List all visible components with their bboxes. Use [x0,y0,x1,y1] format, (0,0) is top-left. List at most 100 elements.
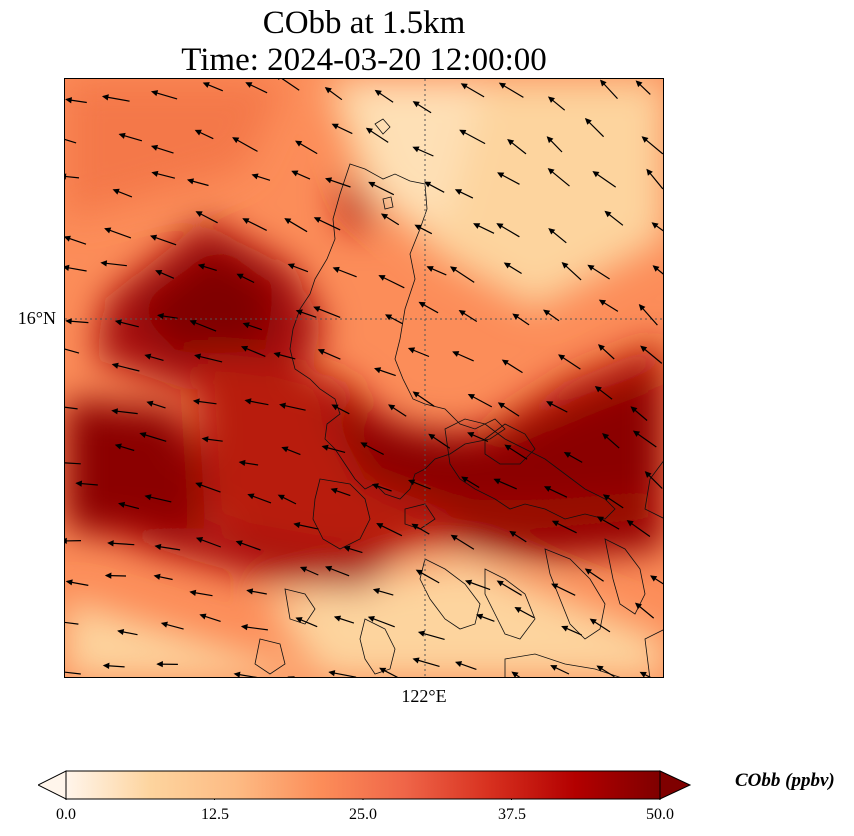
wind-arrow-head [360,442,368,449]
wind-arrow-head [240,624,248,631]
wind-arrow [65,671,81,675]
wind-arrow-head [417,630,426,637]
wind-arrow-head [240,345,249,352]
wind-arrow-head [367,616,375,622]
wind-arrow-head [548,228,556,235]
wind-arrow-head [146,400,154,407]
wind-arrow-head [547,168,555,175]
wind-arrow-head [596,516,604,523]
wind-arrow-head [461,476,469,483]
wind-arrow-head [497,402,506,409]
wind-arrow-head [144,353,152,360]
colorbar-gradient [65,770,661,800]
wind-arrow-head [139,432,147,438]
wind-arrow-head [287,263,295,270]
wind-arrow-head [101,94,109,101]
wind-arrow-head [114,319,122,326]
wind-arrow-head [594,385,602,393]
wind-arrow-head [604,210,612,218]
wind-arrow-head [599,79,607,87]
wind-arrow-head [104,572,112,579]
map-title: CObb at 1.5km [262,5,466,41]
wind-arrow-head [195,211,203,218]
wind-arrow-head [372,588,380,595]
wind-arrow-head [644,471,652,478]
wind-arrow-head [598,299,607,306]
wind-arrow-head [189,320,197,326]
wind-arrow-head [65,173,67,180]
wind-arrow-head [459,129,467,136]
colorbar-tick-label: 12.5 [201,806,229,823]
wind-arrow-head [293,521,301,529]
wind-arrow-head [100,260,108,267]
wind-arrow-head [380,213,389,220]
wind-arrow-head [412,146,420,153]
wind-arrow-head [368,181,376,188]
wind-arrow-head [333,615,342,622]
colorbar-label: CObb (ppbv) [735,770,835,791]
wind-arrow-head [501,359,509,366]
wind-arrow [65,138,77,144]
wind-arrow-head [592,171,600,178]
wind-arrow-head [514,607,522,613]
wind-arrow-head [65,318,72,325]
wind-arrow-head [107,540,114,547]
wind-arrow-head [458,309,466,317]
map-subtitle-time: Time: 2024-03-20 12:00:00 [181,42,547,78]
wind-arrow-head [450,534,458,541]
wind-arrow-head [497,172,505,179]
wind-arrow-head [467,432,475,438]
wind-arrow-head [455,661,463,668]
wind-arrow-head [388,404,396,411]
wind-arrow [288,676,291,677]
wind-arrow-head [589,618,597,625]
wind-arrow-head [418,301,426,308]
wind-arrow-head [374,89,382,97]
wind-arrow-head [412,657,420,664]
wind-arrow-head [509,530,517,538]
wind-arrow-head [371,483,379,490]
wind-arrow-head [561,625,569,632]
wind-arrow-head [279,402,286,409]
wind-arrow-head [194,353,202,360]
wind-arrow-head [496,223,504,230]
wind-arrow-head [496,580,504,587]
wind-arrow-head [512,313,520,320]
wind-arrow-head [473,223,481,229]
wind-arrow-head [195,482,203,489]
wind-arrow-head [365,127,373,134]
wind-arrow-head [635,80,643,88]
wind-arrow-head [75,480,83,487]
wind-arrow [65,462,81,465]
wind-arrow [65,175,80,179]
wind-arrow-head [634,602,642,610]
wind-arrow-head [467,393,475,400]
wind-arrow-head [426,266,434,272]
wind-arrow-head [284,218,292,225]
wind-arrow-head [504,444,512,451]
wind-arrow [65,348,80,354]
wind-arrow-head [273,351,281,358]
wind-arrow-head [331,123,339,130]
wind-arrow-head [313,217,321,223]
wind-arrow-head [281,446,289,453]
wind-vectors [65,79,663,677]
wind-arrow-head [151,170,159,177]
wind-arrow-head [543,309,551,316]
wind-arrow-head [154,543,162,551]
wind-arrow-head [295,309,303,316]
wind-arrow-head [287,676,295,677]
wind-arrow-head [235,540,243,547]
wind-arrow-head [242,322,250,329]
wind-arrow-head [551,520,560,527]
wind-arrow-head [376,523,384,529]
wind-arrow-head [238,459,246,467]
wind-arrow-head [65,264,70,271]
wind-arrow-head [202,82,210,88]
wind-arrow-head [160,621,168,628]
wind-arrow-head [547,96,555,103]
wind-arrow [281,79,300,91]
wind-arrow-head [630,406,638,413]
colorbar-tick-label: 50.0 [646,806,674,823]
wind-arrow-head [199,613,207,620]
